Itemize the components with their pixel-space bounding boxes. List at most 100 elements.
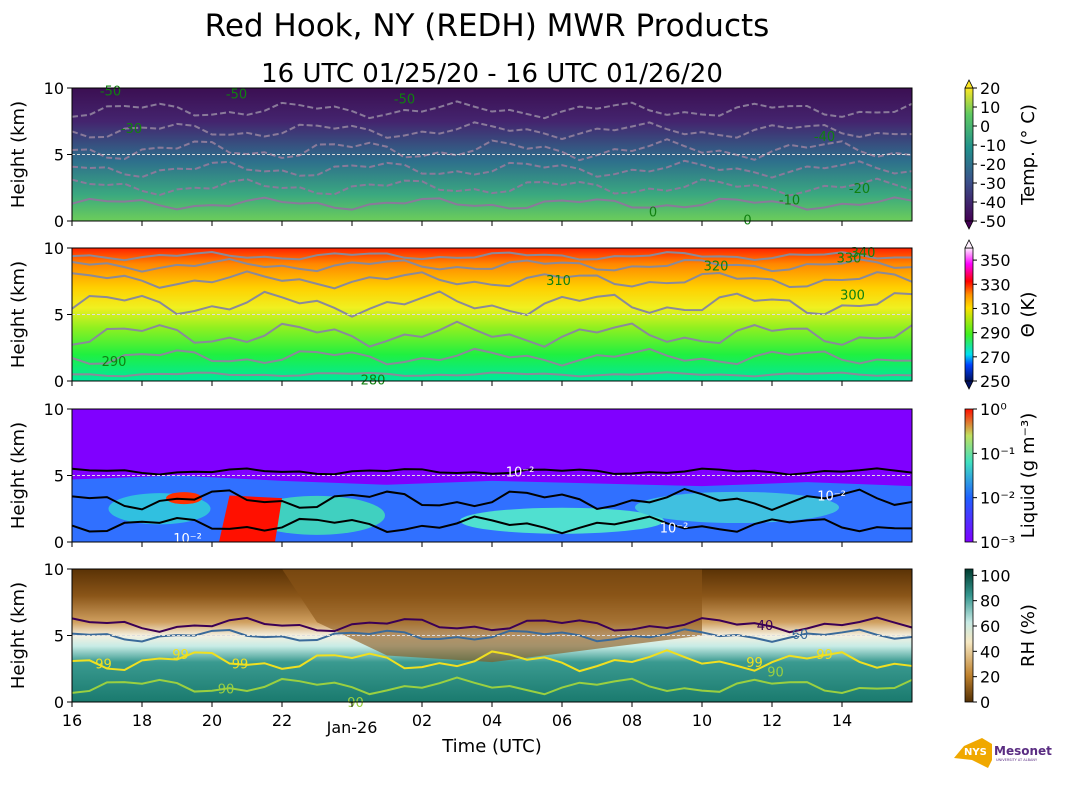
x-tick-label: 06 <box>552 711 572 730</box>
contour-label: -50 <box>226 87 247 102</box>
colorbar-tick-label: 250 <box>980 372 1011 391</box>
contour-label: 320 <box>704 259 729 274</box>
figure-title: Red Hook, NY (REDH) MWR Products <box>205 8 770 44</box>
colorbar-tick-label: 10⁻³ <box>980 533 1015 552</box>
colorbar-tick-label: -10 <box>980 136 1006 155</box>
contour-line <box>71 257 913 273</box>
colorbar-label: Temp. (° C) <box>1018 104 1039 206</box>
contour-label: 10⁻² <box>506 466 535 481</box>
colorbar-tick-label: 10⁻² <box>980 489 1015 508</box>
colorbar-tick-label: 20 <box>980 79 1000 98</box>
colorbar-tick-label: 100 <box>980 566 1011 585</box>
svg-text:UNIVERSITY AT ALBANY: UNIVERSITY AT ALBANY <box>996 758 1038 762</box>
colorbar-potential-temperature: 350 330 310 290 270 250 Θ (K) <box>964 239 1039 391</box>
contour-label: 90 <box>347 696 364 711</box>
contour-line <box>71 628 913 643</box>
contour-line <box>71 290 913 318</box>
x-tick-label: 02 <box>412 711 432 730</box>
colorbar-scale <box>964 247 974 382</box>
x-tick-label: 12 <box>762 711 782 730</box>
contour-line <box>71 270 913 290</box>
y-tick-label: 10 <box>44 400 64 419</box>
y-tick-label: 5 <box>54 627 64 646</box>
y-tick-label: 5 <box>54 146 64 165</box>
contour-line <box>71 320 913 348</box>
contour-line <box>71 515 913 535</box>
contour-label: 10⁻² <box>660 521 689 536</box>
colorbar-tick-label: 350 <box>980 251 1011 270</box>
y-tick-label: 10 <box>44 560 64 579</box>
contour-label: 310 <box>546 274 571 289</box>
contour-line <box>71 371 913 378</box>
colorbar-tick-label: 10⁰ <box>980 400 1007 419</box>
colorbar-tick-label: 10⁻¹ <box>980 444 1015 463</box>
colorbar-extend-min <box>964 220 974 230</box>
contour-label: 90 <box>218 683 235 698</box>
colorbar-tick-label: 60 <box>980 617 1000 636</box>
colorbar-label: Liquid (g m⁻³) <box>1018 413 1039 538</box>
colorbar-tick-label: 330 <box>980 275 1011 294</box>
contour-label: -40 <box>814 130 835 145</box>
contour-label: 99 <box>232 657 249 672</box>
colorbar-tick-label: 310 <box>980 299 1011 318</box>
colorbar-tick-label: 40 <box>980 642 1000 661</box>
x-tick-label: 20 <box>202 711 222 730</box>
contour-label: 330 <box>837 251 862 266</box>
contour-label: -20 <box>849 182 870 197</box>
contour-label: 10⁻² <box>173 532 202 547</box>
colorbar-tick-label: 290 <box>980 324 1011 343</box>
contour-label: -30 <box>121 122 142 137</box>
svg-text:Mesonet: Mesonet <box>994 744 1052 758</box>
colorbar-relative-humidity: 100 80 60 40 20 0 RH (%) <box>964 566 1039 712</box>
contour-line <box>71 177 913 197</box>
contour-label: 0 <box>649 206 657 221</box>
y-tick-label: 0 <box>54 533 64 552</box>
contour-label: 99 <box>746 656 763 671</box>
colorbar-scale <box>964 408 974 543</box>
contour-label: 340 <box>851 246 876 261</box>
contour-line <box>71 676 913 696</box>
y-axis-label: Height (km) <box>8 582 29 689</box>
colorbar-label: Θ (K) <box>1018 292 1039 338</box>
nys-mesonet-logo: NYS Mesonet UNIVERSITY AT ALBANY <box>954 738 1052 768</box>
contour-label: 10⁻² <box>817 489 846 504</box>
contour-line <box>71 467 913 476</box>
liquid-blob <box>249 495 385 535</box>
y-tick-label: 5 <box>54 467 64 486</box>
contour-label: 300 <box>840 289 865 304</box>
colorbar-tick-label: -50 <box>980 212 1006 231</box>
svg-text:NYS: NYS <box>964 747 987 758</box>
contour-label: 290 <box>102 355 127 370</box>
colorbar-label: RH (%) <box>1018 604 1039 667</box>
contour-label: 99 <box>172 648 189 663</box>
contour-label: 40 <box>757 619 774 634</box>
contour-label: -50 <box>394 93 415 108</box>
x-tick-label: 18 <box>132 711 152 730</box>
contour-label: 99 <box>816 648 833 663</box>
y-axis-label: Height (km) <box>8 261 29 368</box>
colorbar-tick-label: 80 <box>980 592 1000 611</box>
contour-line <box>71 159 913 179</box>
colorbar-scale <box>964 87 974 222</box>
figure-subtitle: 16 UTC 01/25/20 - 16 UTC 01/26/20 <box>261 59 723 89</box>
colorbar-tick-label: -20 <box>980 155 1006 174</box>
contour-line <box>71 649 913 673</box>
contour-line <box>71 251 913 262</box>
contour-label: 99 <box>95 657 112 672</box>
contour-label: -10 <box>779 194 800 209</box>
y-axis-label: Height (km) <box>8 101 29 208</box>
y-tick-label: 10 <box>44 79 64 98</box>
colorbar-tick-label: 0 <box>980 117 990 136</box>
contour-line <box>71 616 913 634</box>
colorbar-extend-max <box>964 239 974 249</box>
colorbar-tick-label: 0 <box>980 693 990 712</box>
y-tick-label: 5 <box>54 306 64 325</box>
liquid-blob <box>635 491 839 524</box>
contour-label: -50 <box>100 85 121 100</box>
dry-region <box>282 569 702 663</box>
